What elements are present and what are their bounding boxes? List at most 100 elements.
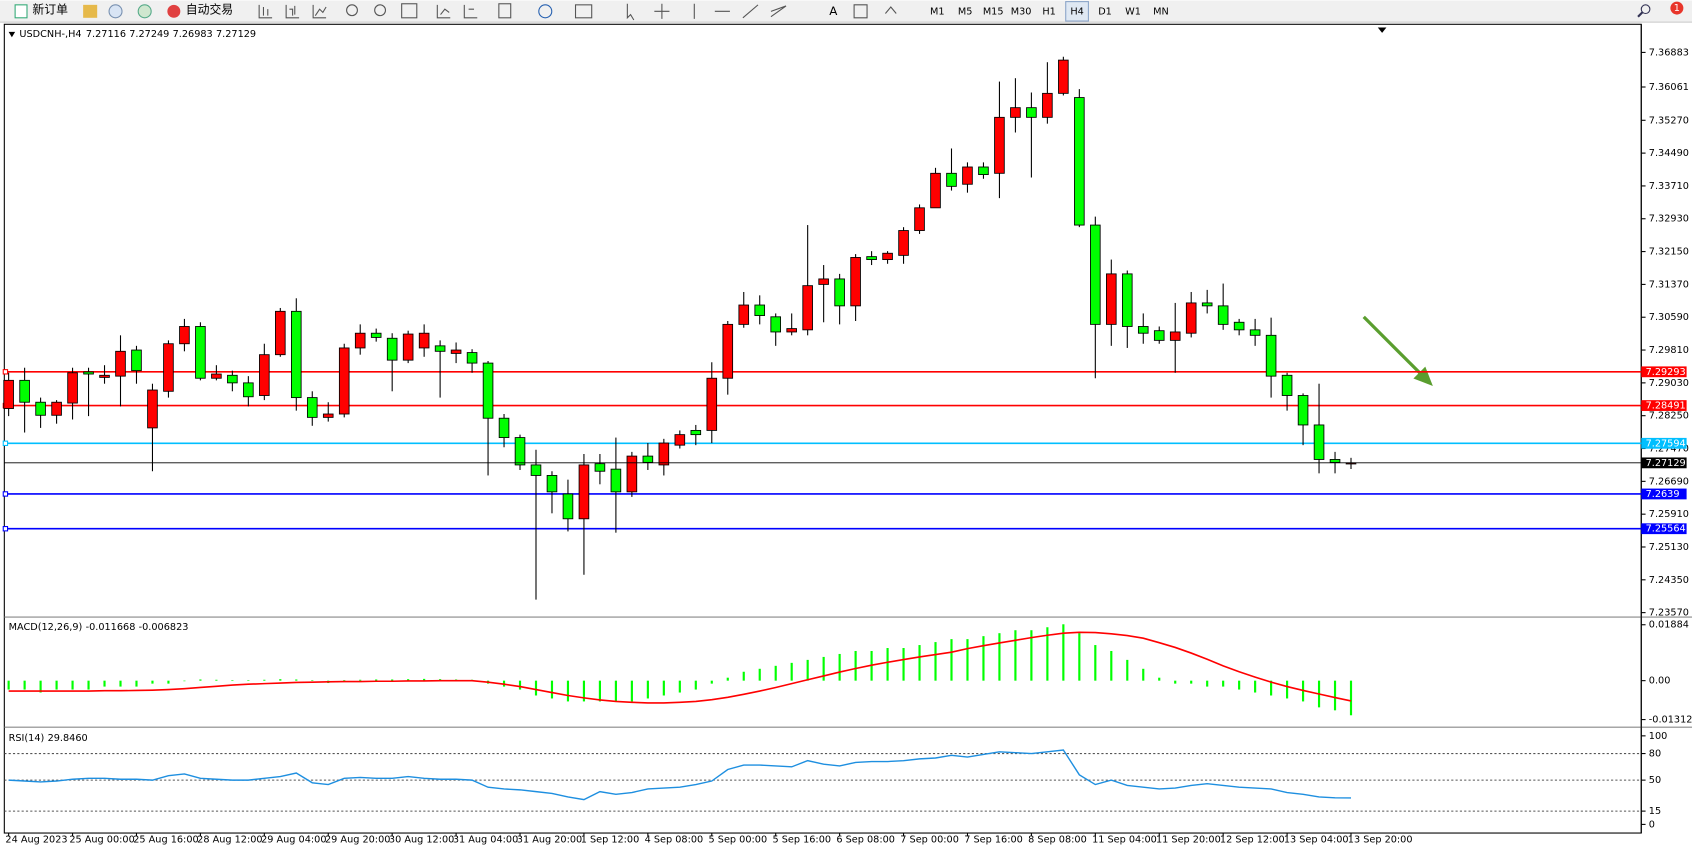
y-tick-label: 7.34490 [1649, 148, 1689, 159]
macd-bar [726, 677, 729, 681]
x-tick-label: 25 Aug 00:00 [69, 835, 134, 846]
icon [1640, 4, 1651, 15]
icon[interactable] [374, 4, 387, 17]
text-tool-icon[interactable]: A [829, 4, 838, 18]
candle-body [386, 337, 398, 361]
macd-bar [39, 680, 42, 693]
icon[interactable] [346, 4, 358, 17]
timeframe-button[interactable]: MN [1153, 6, 1169, 17]
x-tick-label: 7 Sep 16:00 [964, 835, 1023, 846]
macd-bar [279, 679, 282, 681]
icon[interactable] [538, 4, 553, 19]
macd-bar [71, 680, 74, 690]
icon[interactable] [436, 4, 451, 19]
button-label: 自动交易 [186, 3, 233, 17]
timeframe-button[interactable]: M15 [983, 6, 1004, 17]
timeframe-button[interactable]: H1 [1042, 6, 1055, 17]
macd-bar [55, 680, 58, 690]
auto-trade-button[interactable]: 自动交易 [167, 3, 233, 18]
candle-body [450, 349, 462, 354]
y-tick-label: 7.36883 [1649, 47, 1689, 58]
y-tick-label: 7.32930 [1649, 214, 1689, 225]
icon[interactable] [137, 4, 152, 19]
candle-body [690, 429, 702, 436]
x-tick-label: 8 Sep 08:00 [1028, 835, 1087, 846]
macd-bar [630, 680, 633, 702]
y-tick-label: 15 [1649, 806, 1661, 817]
candle-body [466, 352, 478, 364]
macd-bar [886, 648, 889, 681]
toolbar-icons[interactable] [258, 3, 897, 21]
x-tick-label: 29 Aug 04:00 [261, 835, 326, 846]
candle-body [1313, 424, 1325, 460]
timeframe-button[interactable]: M30 [1011, 6, 1032, 17]
icon[interactable] [401, 3, 418, 19]
new-order-button[interactable]: 新订单 [14, 3, 68, 19]
x-tick-label: 11 Sep 04:00 [1092, 835, 1157, 846]
candle-body [51, 401, 62, 416]
macd-bar [758, 668, 761, 681]
candle-body [994, 116, 1005, 174]
y-tick-label: 50 [1649, 775, 1661, 786]
candle-body [1106, 273, 1117, 325]
candle-body [418, 332, 430, 349]
icon[interactable] [108, 4, 123, 19]
y-tick-label: 7.23570 [1649, 608, 1689, 619]
level-label-box [1641, 523, 1687, 535]
macd-bar [183, 680, 186, 682]
notification-badge[interactable] [1670, 1, 1684, 15]
macd-bar [902, 648, 905, 681]
timeframe-button[interactable]: M5 [958, 6, 973, 17]
candle-body [850, 257, 861, 307]
candle-body [1090, 224, 1101, 325]
macd-bar [1014, 630, 1017, 681]
candle-body [1329, 459, 1341, 463]
macd-bar [231, 680, 234, 681]
y-tick-label: 7.27470 [1649, 444, 1689, 455]
level-label: 7.25564 [1646, 524, 1686, 535]
macd-bar [1078, 633, 1081, 681]
timeframe-button[interactable]: H4 [1070, 6, 1083, 17]
candle-body [1201, 302, 1213, 307]
search-icon[interactable] [1637, 4, 1651, 18]
macd-bar [263, 679, 266, 681]
icon[interactable] [626, 3, 787, 21]
arrow-shaft [1362, 315, 1425, 378]
last-price-box [1641, 457, 1687, 469]
timeframe-button[interactable]: D1 [1098, 6, 1112, 17]
y-tick-label: 7.29030 [1649, 378, 1689, 389]
toolbar [0, 0, 1692, 23]
macd-bar [1110, 650, 1113, 681]
macd-bar [998, 633, 1001, 681]
x-tick-label: 30 Aug 12:00 [389, 835, 454, 846]
candle-body [834, 278, 845, 307]
candle-body [147, 389, 158, 429]
signal-readout: -0.006823 [139, 622, 189, 633]
macd-bar [806, 659, 809, 681]
icon[interactable] [83, 4, 98, 18]
icon[interactable] [258, 4, 273, 19]
x-tick-label: 12 Sep 12:00 [1220, 835, 1285, 846]
timeframe-button[interactable]: M1 [930, 6, 945, 17]
y-tick-label: 0.01884 [1649, 620, 1689, 631]
icon[interactable] [498, 3, 512, 19]
icon[interactable] [312, 4, 327, 19]
candle-body [290, 310, 302, 399]
candle-body [1121, 273, 1133, 327]
icon[interactable] [463, 4, 478, 19]
x-tick-label: 7 Sep 00:00 [900, 835, 959, 846]
icon[interactable] [285, 4, 300, 19]
macd-bar [566, 680, 570, 702]
icon[interactable] [853, 4, 897, 19]
candle-body [195, 326, 206, 379]
x-tick-label: 5 Sep 00:00 [709, 835, 768, 846]
y-tick-label: 7.26690 [1649, 476, 1689, 487]
candle-body [35, 401, 46, 416]
candle-body [514, 437, 526, 466]
macd-bar [1270, 680, 1273, 696]
y-tick-label: 7.36061 [1649, 82, 1689, 93]
icon[interactable] [574, 4, 593, 19]
candle-body [67, 372, 78, 404]
timeframe-button[interactable]: W1 [1125, 6, 1141, 17]
macd-bar [135, 680, 138, 687]
